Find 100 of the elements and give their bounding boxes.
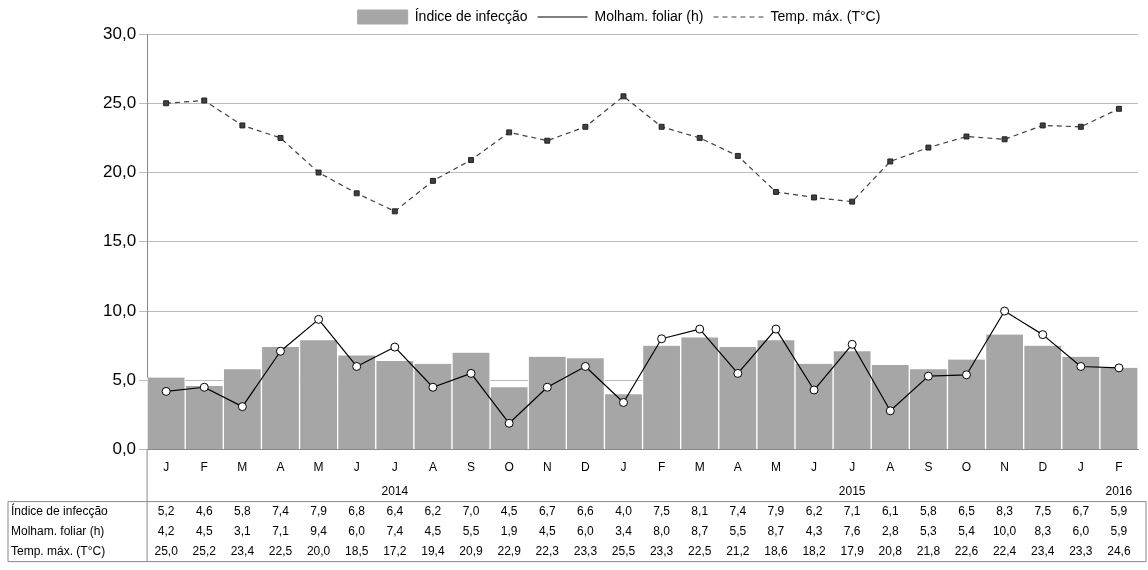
x-tick-label: N	[542, 460, 552, 475]
data-label: 3,1	[234, 523, 252, 538]
x-tick-label: J	[1077, 460, 1084, 475]
y-tick-label: 15,0	[102, 231, 137, 251]
y-tick-label: 0,0	[112, 439, 137, 459]
text: Temp. máx. (T°C)	[11, 543, 106, 558]
data-label: 5,3	[920, 523, 938, 538]
data-label: 19,4	[421, 543, 445, 558]
x-tick-label: F	[657, 460, 666, 475]
x-tick-label: O	[504, 460, 514, 475]
data-label: 8,1	[691, 503, 709, 518]
data-label: 5,9	[1110, 523, 1128, 538]
data-label: 6,6	[577, 503, 595, 518]
y-tick-label: 20,0	[102, 162, 137, 182]
x-tick-label: A	[428, 460, 437, 475]
data-label: 6,2	[805, 503, 823, 518]
x-tick-label: O	[961, 460, 972, 475]
data-label: 25,0	[154, 543, 179, 558]
data-label: 5,4	[958, 523, 976, 538]
data-label: 9,4	[310, 523, 328, 538]
legend-label: Temp. máx. (T°C)	[770, 7, 881, 24]
data-label: 6,2	[424, 503, 442, 518]
data-label: 6,5	[958, 503, 976, 518]
data-label: 8,7	[691, 523, 709, 538]
data-label: 4,0	[615, 503, 633, 518]
data-label: 22,5	[268, 543, 293, 558]
data-label: 6,0	[577, 523, 595, 538]
data-label: 5,2	[157, 503, 175, 518]
data-label: 5,9	[1110, 503, 1128, 518]
data-label: 25,2	[192, 543, 217, 558]
data-label: 8,7	[767, 523, 785, 538]
data-label: 4,6	[195, 503, 213, 518]
x-tick-label: M	[237, 460, 248, 475]
legend-label: Molham. foliar (h)	[594, 7, 704, 24]
data-label: 7,1	[272, 523, 290, 538]
x-tick-label: S	[924, 460, 933, 475]
data-label: 7,6	[843, 523, 861, 538]
text: 2014	[381, 483, 409, 498]
data-label: 4,5	[500, 503, 518, 518]
text: Molham. foliar (h)	[11, 523, 105, 538]
data-label: 7,5	[1034, 503, 1052, 518]
legend-label: Índice de infecção	[414, 7, 528, 24]
data-label: 6,8	[348, 503, 366, 518]
data-label: 18,5	[345, 543, 369, 558]
data-label: 4,5	[538, 523, 556, 538]
data-label: 6,1	[881, 503, 899, 518]
y-tick-label: 5,0	[112, 370, 137, 390]
x-tick-label: J	[811, 460, 818, 475]
data-label: 4,2	[157, 523, 175, 538]
data-label: 4,3	[805, 523, 823, 538]
data-label: 21,8	[916, 543, 941, 558]
data-label: 22,9	[497, 543, 522, 558]
data-label: 17,2	[383, 543, 407, 558]
data-label: 1,9	[500, 523, 518, 538]
data-label: 7,0	[462, 503, 480, 518]
x-tick-label: D	[581, 460, 591, 475]
x-tick-label: A	[733, 460, 742, 475]
x-tick-label: A	[886, 460, 895, 475]
x-tick-label: J	[163, 460, 170, 475]
x-tick-label: J	[620, 460, 627, 475]
data-label: 20,0	[306, 543, 331, 558]
x-tick-label: M	[313, 460, 324, 475]
x-tick-label: A	[276, 460, 285, 475]
data-label: 22,4	[992, 543, 1017, 558]
data-label: 6,0	[1072, 523, 1090, 538]
data-label: 23,3	[573, 543, 598, 558]
data-label: 4,5	[195, 523, 213, 538]
data-label: 2,8	[881, 523, 899, 538]
data-label: 22,5	[688, 543, 712, 558]
x-tick-label: J	[353, 460, 360, 475]
data-label: 7,4	[386, 523, 404, 538]
data-label: 3,4	[615, 523, 633, 538]
data-label: 7,4	[729, 503, 747, 518]
data-label: 5,5	[729, 523, 747, 538]
x-tick-label: J	[849, 460, 856, 475]
y-tick-label: 30,0	[102, 23, 137, 43]
data-label: 7,4	[272, 503, 290, 518]
data-label: 8,0	[653, 523, 671, 538]
data-label: 5,8	[234, 503, 252, 518]
text: 2016	[1105, 483, 1133, 498]
data-label: 6,0	[348, 523, 366, 538]
data-label: 25,5	[611, 543, 636, 558]
data-label: 7,5	[653, 503, 671, 518]
data-label: 22,6	[954, 543, 979, 558]
data-label: 24,6	[1107, 543, 1131, 558]
data-label: 22,3	[535, 543, 560, 558]
data-label: 18,2	[802, 543, 827, 558]
x-tick-label: J	[391, 460, 398, 475]
data-label: 23,3	[649, 543, 674, 558]
data-label: 23,3	[1069, 543, 1093, 558]
x-tick-label: D	[1038, 460, 1048, 475]
x-tick-label: S	[467, 460, 476, 475]
x-tick-label: N	[1000, 460, 1009, 475]
data-label: 5,5	[462, 523, 480, 538]
data-label: 7,9	[310, 503, 328, 518]
text: Índice de infecção	[11, 503, 108, 518]
data-label: 7,1	[843, 503, 861, 518]
data-label: 20,8	[878, 543, 903, 558]
data-label: 6,4	[386, 503, 404, 518]
data-label: 23,4	[230, 543, 255, 558]
